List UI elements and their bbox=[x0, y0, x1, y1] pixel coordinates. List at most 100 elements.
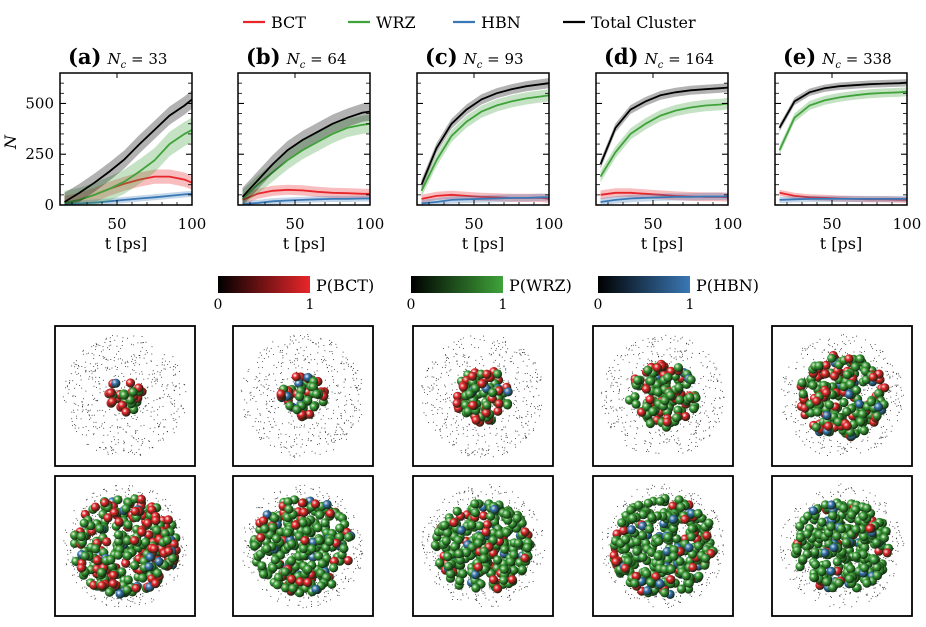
solvent-dot bbox=[258, 506, 260, 508]
solvent-dot bbox=[529, 391, 531, 393]
solvent-dot bbox=[355, 386, 357, 388]
solvent-dot bbox=[76, 417, 78, 419]
solvent-dot bbox=[526, 386, 528, 388]
solvent-dot bbox=[329, 385, 330, 387]
solvent-dot bbox=[441, 425, 443, 427]
solvent-dot bbox=[626, 445, 628, 447]
solvent-dot bbox=[278, 598, 280, 600]
solvent-dot bbox=[347, 580, 349, 582]
solvent-dot bbox=[355, 407, 357, 409]
solvent-dot bbox=[797, 420, 799, 422]
solvent-dot bbox=[157, 378, 159, 380]
solvent-dot bbox=[337, 399, 338, 401]
solvent-dot bbox=[277, 497, 279, 499]
solvent-dot bbox=[863, 389, 864, 391]
solvent-dot bbox=[97, 514, 99, 515]
solvent-dot bbox=[81, 401, 83, 403]
solvent-dot bbox=[866, 385, 868, 387]
solvent-dot bbox=[495, 350, 497, 351]
line-total-cluster bbox=[241, 110, 371, 198]
solvent-dot bbox=[432, 421, 434, 423]
solvent-dot bbox=[423, 391, 425, 393]
solvent-dot bbox=[259, 372, 261, 374]
solvent-dot bbox=[255, 400, 257, 402]
solvent-dot bbox=[293, 363, 295, 365]
solvent-dot bbox=[69, 381, 70, 383]
solvent-dot bbox=[893, 371, 895, 373]
solvent-dot bbox=[173, 366, 175, 367]
solvent-dot bbox=[707, 366, 709, 368]
solvent-dot bbox=[159, 398, 161, 400]
solvent-dot bbox=[649, 431, 650, 433]
solvent-dot bbox=[650, 346, 652, 348]
panel-title-1: (b) Nc = 64 bbox=[246, 44, 347, 71]
solvent-dot bbox=[162, 439, 164, 441]
solvent-dot bbox=[153, 400, 155, 402]
solvent-dot bbox=[703, 376, 704, 378]
solvent-dot bbox=[528, 387, 529, 389]
solvent-dot bbox=[802, 349, 804, 351]
solvent-dot bbox=[273, 400, 275, 402]
solvent-dot bbox=[342, 351, 344, 353]
solvent-dot bbox=[463, 428, 464, 430]
solvent-dot bbox=[506, 436, 508, 438]
solvent-dot bbox=[829, 439, 830, 441]
solvent-dot bbox=[183, 412, 185, 414]
solvent-dot bbox=[145, 398, 147, 400]
atom-sphere bbox=[111, 378, 121, 388]
solvent-dot bbox=[344, 578, 346, 580]
solvent-dot bbox=[139, 357, 141, 359]
solvent-dot bbox=[72, 425, 73, 427]
solvent-dot bbox=[76, 582, 77, 584]
solvent-dot bbox=[73, 566, 75, 567]
solvent-dot bbox=[446, 371, 448, 373]
solvent-dot bbox=[798, 436, 800, 438]
solvent-dot bbox=[111, 367, 113, 369]
solvent-dot bbox=[321, 427, 323, 429]
solvent-dot bbox=[686, 391, 688, 392]
solvent-dot bbox=[307, 336, 309, 337]
solvent-dot bbox=[161, 585, 163, 587]
solvent-dot bbox=[454, 444, 456, 446]
atom-sphere bbox=[119, 390, 129, 400]
solvent-dot bbox=[514, 395, 516, 397]
solvent-dot bbox=[861, 392, 863, 394]
solvent-dot bbox=[437, 412, 438, 414]
solvent-dot bbox=[497, 365, 499, 367]
solvent-dot bbox=[674, 335, 676, 337]
solvent-dot bbox=[342, 356, 344, 358]
solvent-dot bbox=[101, 601, 103, 603]
solvent-dot bbox=[81, 387, 83, 389]
solvent-dot bbox=[330, 435, 332, 437]
solvent-dot bbox=[177, 408, 179, 410]
solvent-dot bbox=[139, 355, 141, 356]
solvent-dot bbox=[135, 431, 137, 433]
solvent-dot bbox=[812, 359, 814, 361]
solvent-dot bbox=[114, 439, 115, 441]
solvent-dot bbox=[622, 359, 624, 361]
solvent-dot bbox=[793, 393, 795, 395]
solvent-dot bbox=[109, 430, 111, 432]
solvent-dot bbox=[323, 345, 325, 346]
solvent-dot bbox=[244, 527, 246, 529]
solvent-dot bbox=[124, 386, 126, 388]
colorbar-0 bbox=[218, 276, 310, 293]
solvent-dot bbox=[509, 442, 511, 444]
solvent-dot bbox=[630, 420, 632, 422]
solvent-dot bbox=[153, 373, 155, 375]
solvent-dot bbox=[890, 390, 892, 392]
solvent-dot bbox=[451, 401, 453, 403]
solvent-dot bbox=[174, 374, 176, 376]
atom-sphere bbox=[842, 421, 852, 431]
solvent-dot bbox=[290, 554, 292, 556]
solvent-dot bbox=[160, 515, 162, 516]
solvent-dot bbox=[332, 505, 333, 507]
solvent-dot bbox=[157, 440, 159, 442]
solvent-dot bbox=[520, 349, 522, 351]
solvent-dot bbox=[99, 383, 101, 385]
solvent-dot bbox=[357, 530, 359, 532]
legend-label-0: BCT bbox=[271, 13, 306, 32]
solvent-dot bbox=[612, 422, 614, 424]
solvent-dot bbox=[93, 578, 95, 580]
solvent-dot bbox=[718, 421, 720, 423]
